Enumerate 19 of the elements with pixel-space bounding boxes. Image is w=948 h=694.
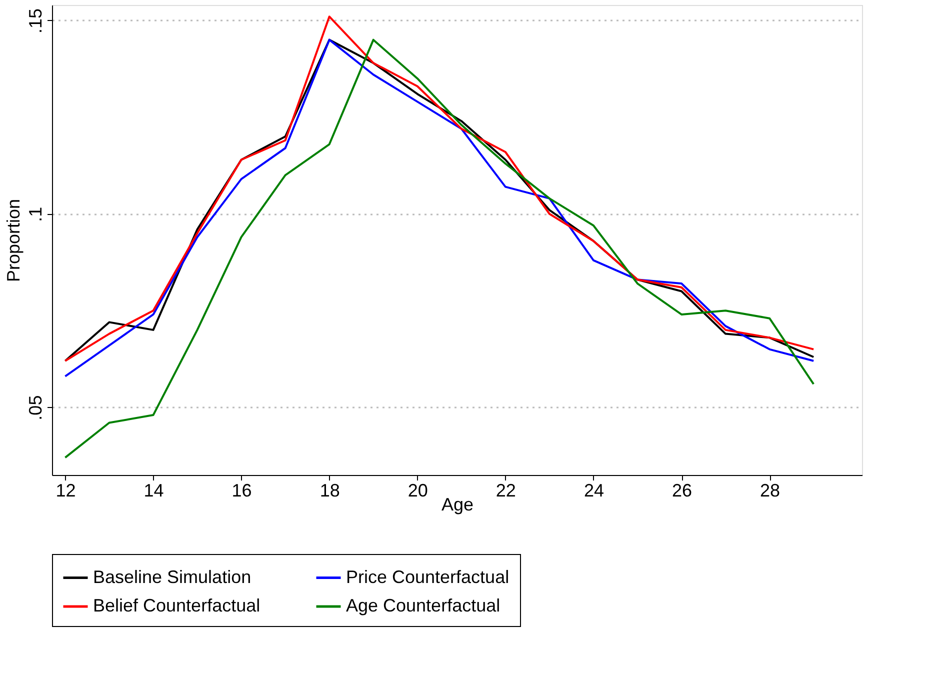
y-tick-label: .1 (26, 206, 46, 222)
legend-label: Age Counterfactual (346, 596, 500, 616)
x-axis-title: Age (441, 494, 474, 514)
legend-label: Baseline Simulation (93, 566, 252, 587)
y-tick-label: .15 (26, 8, 46, 34)
x-tick-label: 26 (672, 480, 692, 500)
legend-label: Price Counterfactual (346, 566, 510, 587)
x-tick-label: 14 (144, 480, 164, 500)
x-tick-label: 20 (408, 480, 428, 500)
x-tick-label: 18 (320, 480, 340, 500)
line-series (64, 38, 815, 459)
x-tick-label: 24 (584, 480, 604, 500)
legend-label: Belief Counterfactual (93, 596, 260, 616)
x-tick-label: 12 (56, 480, 76, 500)
x-tick-label: 16 (232, 480, 252, 500)
x-tick-label: 28 (760, 480, 780, 500)
x-tick-label: 22 (496, 480, 516, 500)
y-axis-title: Proportion (4, 198, 24, 282)
y-tick-label: .05 (26, 395, 46, 420)
